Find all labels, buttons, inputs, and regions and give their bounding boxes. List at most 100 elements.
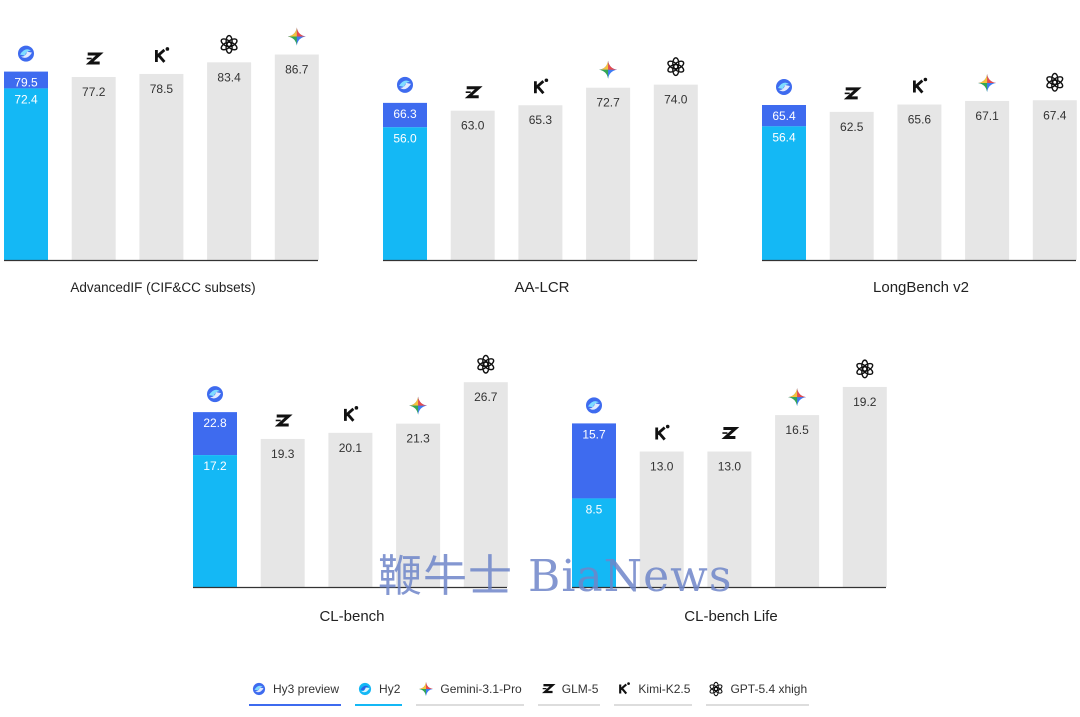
value-label-glm: 62.5: [840, 120, 864, 134]
bar-glm: [450, 110, 495, 260]
value-label-gemini: 86.7: [285, 63, 309, 77]
gemini-logo-icon: [409, 396, 428, 415]
legend-item-gpt: GPT-5.4 xhigh: [706, 680, 810, 706]
bar-kimi: [328, 432, 373, 587]
hy2-icon: [358, 682, 372, 696]
bar-gpt: [653, 84, 698, 261]
bar-hy3-preview: [193, 412, 237, 456]
bar-kimi: [639, 451, 684, 587]
kimi-logo-icon: [534, 78, 549, 95]
value-label-gemini: 67.1: [975, 109, 999, 123]
hy-logo-icon: [586, 397, 602, 414]
bar-hy2: [383, 127, 427, 260]
value-label-hy3: 15.7: [582, 427, 606, 441]
gemini-logo-icon: [599, 60, 618, 79]
glm-logo-icon: [85, 52, 104, 65]
legend-item-gemini: Gemini-3.1-Pro: [416, 680, 524, 706]
value-label-hy2: 72.4: [14, 92, 38, 106]
kimi-icon: [619, 682, 631, 695]
bar-hy3-preview: [383, 102, 427, 128]
value-label-hy3: 66.3: [393, 107, 417, 121]
value-label-hy2: 8.5: [586, 502, 603, 516]
value-label-hy3: 79.5: [14, 76, 38, 90]
legend: Hy3 preview Hy2 Gemini-3.1-Pro GLM-5 Kimi-K2…: [249, 680, 810, 708]
legend-item-hy2: Hy2: [355, 680, 403, 706]
hy-logo-icon: [776, 79, 792, 96]
gemini-logo-icon: [788, 388, 807, 407]
bar-glm: [829, 111, 874, 260]
bar-gpt: [842, 386, 887, 587]
hy3-icon: [252, 682, 266, 696]
bar-gemini: [775, 415, 820, 587]
value-label-glm: 77.2: [82, 85, 106, 99]
value-label-glm: 63.0: [461, 119, 485, 133]
gpt-icon: [709, 681, 723, 697]
value-label-glm: 19.3: [271, 447, 295, 461]
value-label-hy3: 22.8: [203, 416, 227, 430]
chart-panel-1: 79.5 72.4 77.2 78.5 83.4 86.7 AdvancedIF (CIF&…: [4, 27, 319, 295]
chart-title: AA-LCR: [514, 279, 569, 296]
legend-item-glm: GLM-5: [537, 680, 601, 706]
legend-label: Hy2: [379, 682, 401, 696]
bar-glm: [707, 451, 752, 587]
value-label-glm: 13.0: [718, 460, 742, 474]
gpt-logo-icon: [856, 359, 874, 379]
bar-hy3-preview: [762, 105, 806, 127]
glm-icon: [541, 684, 556, 694]
value-label-kimi: 78.5: [150, 82, 174, 96]
gpt-logo-icon: [220, 34, 238, 54]
hy-logo-icon: [207, 386, 223, 403]
bar-hy2: [762, 126, 806, 260]
value-label-gemini: 16.5: [785, 423, 809, 437]
kimi-logo-icon: [913, 77, 928, 94]
bar-glm: [71, 77, 116, 260]
bar-glm: [260, 438, 305, 587]
value-label-gemini: 21.3: [406, 432, 430, 446]
value-label-hy2: 56.0: [393, 131, 417, 145]
value-label-gpt: 26.7: [474, 390, 498, 404]
bar-kimi: [139, 73, 184, 260]
gemini-icon: [419, 682, 434, 696]
value-label-kimi: 65.3: [529, 113, 553, 127]
bar-gpt: [1032, 100, 1077, 261]
legend-label: Hy3 preview: [273, 682, 340, 696]
chart-panel-2: 66.3 56.0 63.0 65.3 72.7 74.0 AA-LCR: [383, 57, 698, 296]
value-label-gpt: 67.4: [1043, 108, 1067, 122]
legend-label: GPT-5.4 xhigh: [730, 682, 808, 696]
bar-gemini: [274, 54, 319, 261]
gemini-logo-icon: [978, 73, 997, 92]
bar-hy2: [193, 455, 237, 587]
bar-kimi: [518, 105, 563, 260]
bar-gpt: [207, 62, 252, 261]
value-label-gemini: 72.7: [596, 96, 620, 110]
value-label-kimi: 20.1: [339, 441, 363, 455]
legend-item-hy3: Hy3 preview: [249, 680, 342, 706]
chart-panel-3: 65.4 56.4 62.5 65.6 67.1 67.4 LongBench v2: [762, 72, 1077, 296]
value-label-hy2: 17.2: [203, 459, 227, 473]
chart-panel-4: 22.8 17.2 19.3 20.1 21.3 26.7 CL-bench: [193, 354, 508, 625]
kimi-logo-icon: [155, 47, 170, 63]
chart-title: CL-bench Life: [684, 608, 777, 625]
bar-hy3-preview: [4, 71, 48, 89]
bar-gpt: [463, 382, 508, 587]
legend-label: Kimi-K2.5: [638, 682, 691, 696]
gemini-logo-icon: [287, 27, 306, 46]
gpt-logo-icon: [1046, 72, 1064, 92]
hy-logo-icon: [397, 76, 413, 93]
chart-title: LongBench v2: [873, 279, 969, 296]
gpt-logo-icon: [667, 57, 685, 77]
legend-label: Gemini-3.1-Pro: [440, 682, 522, 696]
kimi-logo-icon: [344, 406, 359, 422]
hy-logo-icon: [18, 45, 34, 62]
watermark: 鞭牛士 BiaNews: [378, 551, 733, 602]
value-label-gpt: 83.4: [217, 70, 241, 84]
bar-hy2: [4, 88, 48, 260]
chart-title: AdvancedIF (CIF&CC subsets): [70, 280, 255, 295]
legend-label: GLM-5: [561, 682, 599, 696]
bar-hy2: [572, 498, 616, 587]
chart-title: CL-bench: [319, 608, 384, 625]
bar-kimi: [897, 104, 942, 260]
kimi-logo-icon: [655, 424, 670, 441]
